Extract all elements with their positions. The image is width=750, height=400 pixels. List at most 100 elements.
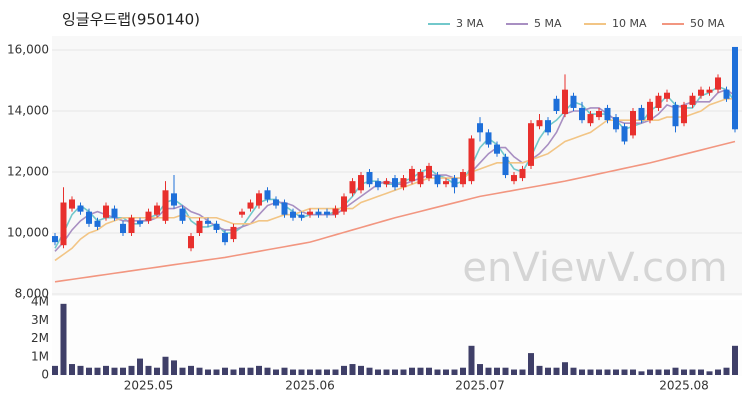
volume-bar [324, 369, 330, 375]
candle-body [536, 120, 543, 127]
volume-bar [196, 367, 203, 375]
candle-body [239, 211, 245, 215]
candle-body [264, 190, 271, 200]
candle-body [179, 208, 186, 221]
candle-body [273, 199, 279, 206]
candle-body [443, 181, 449, 185]
volume-panel [52, 300, 742, 376]
candle-body [630, 111, 636, 136]
candle-body [392, 178, 398, 188]
candle-body [681, 104, 687, 124]
volume-bar [111, 367, 118, 375]
x-tick-label: 2025.08 [659, 379, 709, 393]
volume-bar [120, 367, 126, 375]
volume-bar [655, 369, 662, 375]
volume-bar [298, 369, 305, 375]
volume-bar [715, 369, 721, 375]
volume-bar [468, 345, 475, 375]
volume-bar [230, 369, 237, 375]
candle-body [94, 220, 101, 227]
legend-label: 3 MA [456, 17, 484, 30]
candle-body [485, 132, 492, 145]
volume-bar [698, 369, 704, 375]
candle-body [128, 217, 135, 233]
volume-bar [417, 367, 424, 375]
volume-bar [94, 367, 101, 375]
candle-body [162, 190, 169, 221]
candle-body [570, 95, 577, 108]
volume-bar [154, 367, 160, 375]
volume-bar [672, 367, 679, 375]
volume-bar [511, 369, 517, 375]
x-tick-label: 2025.07 [455, 379, 505, 393]
candle-body [655, 95, 662, 108]
candle-body [349, 181, 356, 194]
volume-bar [681, 369, 687, 375]
candle-body [230, 226, 237, 240]
volume-bar [723, 367, 730, 375]
volume-bar [502, 367, 509, 375]
volume-bar [664, 369, 670, 375]
candle-body [307, 211, 313, 215]
candle-body [60, 202, 67, 246]
volume-bar [315, 369, 322, 375]
candle-body [715, 77, 721, 90]
candle-body [587, 114, 594, 124]
volume-bar [494, 367, 500, 375]
candle-body [723, 89, 730, 99]
volume-bar [205, 369, 211, 375]
candle-body [324, 211, 330, 215]
watermark: enViewV.com [462, 245, 727, 291]
candle-body [426, 165, 432, 179]
volume-bar [77, 365, 84, 375]
volume-bar [451, 369, 458, 375]
candle-body [647, 101, 653, 121]
volume-bar [443, 369, 449, 375]
volume-bar [145, 365, 152, 375]
candle-body [145, 211, 152, 221]
y-tick-label: 0 [41, 368, 49, 382]
candle-body [468, 138, 475, 182]
candle-body [196, 220, 203, 233]
candle-body [205, 220, 211, 224]
candle-body [298, 214, 305, 218]
candle-body [502, 156, 509, 176]
legend-label: 50 MA [690, 17, 725, 30]
y-tick-label: 14,000 [7, 104, 49, 118]
candle-body [553, 98, 560, 111]
volume-bar [375, 369, 381, 375]
candle-body [120, 223, 126, 233]
candle-body [672, 104, 679, 127]
volume-bar [621, 369, 628, 375]
candle-body [358, 175, 364, 191]
candle-body [69, 199, 75, 209]
candle-body [281, 202, 288, 215]
volume-bar [647, 369, 653, 375]
candle-body [111, 208, 118, 218]
legend-label: 5 MA [534, 17, 562, 30]
volume-bar [460, 367, 466, 375]
volume-bar [613, 369, 619, 375]
volume-bar [732, 345, 738, 375]
volume-bar [264, 367, 271, 375]
candle-body [290, 211, 296, 218]
candle-body [375, 181, 381, 188]
volume-bar [69, 364, 75, 375]
volume-bar [383, 369, 390, 375]
volume-bar [536, 365, 543, 375]
volume-bar [179, 367, 186, 375]
volume-bar [222, 367, 228, 375]
candle-body [383, 181, 390, 185]
volume-bar [162, 356, 169, 375]
volume-bar [60, 303, 67, 375]
volume-bar [689, 369, 696, 375]
volume-bar [426, 367, 432, 375]
candle-body [621, 126, 628, 142]
candle-body [154, 205, 160, 215]
y-tick-label: 8,000 [15, 287, 49, 301]
candle-body [103, 205, 109, 218]
candle-body [562, 89, 568, 115]
candle-body [698, 89, 704, 96]
price-panel [52, 36, 742, 296]
candle-body [52, 236, 58, 243]
